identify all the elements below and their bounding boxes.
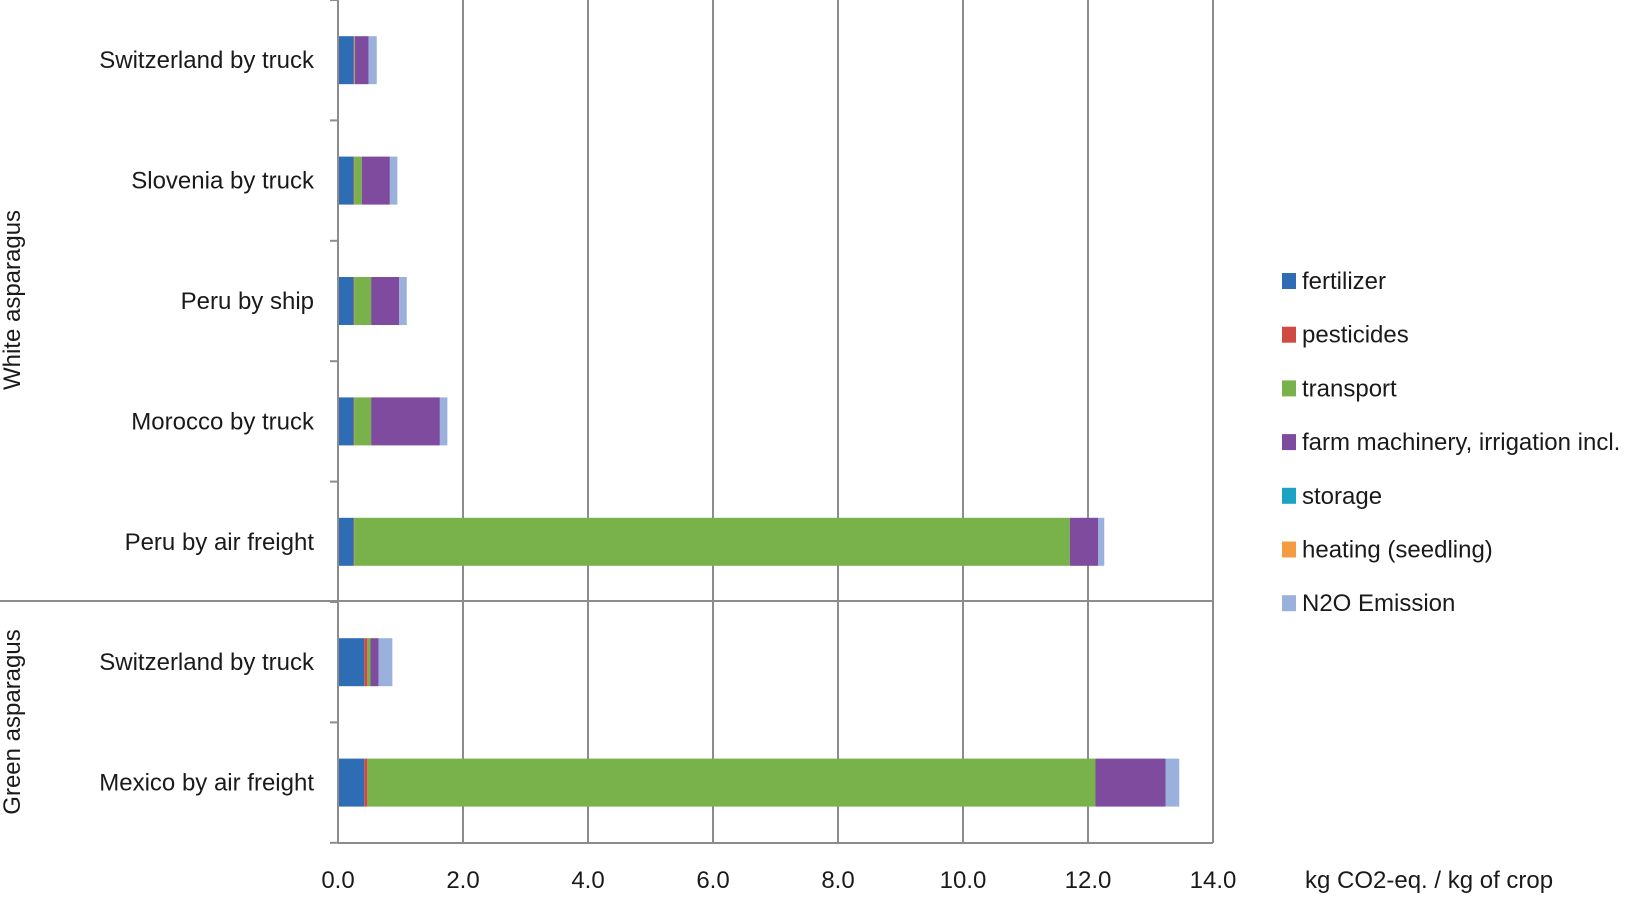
bar-segment (353, 397, 355, 446)
bar-segment (338, 517, 354, 566)
legend-label: fertilizer (1302, 268, 1386, 295)
x-tick-label: 12.0 (1065, 867, 1112, 894)
legend-item: transport (1282, 375, 1397, 402)
bar-segment (364, 758, 368, 807)
bar-segment (368, 36, 377, 85)
x-tick-label: 4.0 (571, 867, 604, 894)
group-labels: White asparagus Green asparagus (0, 210, 26, 815)
bar-segment (338, 156, 354, 205)
bar-segment (338, 638, 365, 687)
category-label: Slovenia by truck (131, 168, 315, 195)
bar-segment (371, 397, 440, 446)
group-label: White asparagus (0, 210, 26, 390)
x-tick-label: 14.0 (1190, 867, 1237, 894)
x-tick-label: 0.0 (321, 867, 354, 894)
legend-swatch (1282, 380, 1296, 397)
x-tick-label: 8.0 (821, 867, 854, 894)
category-label: Peru by ship (181, 288, 314, 315)
bar-segment (367, 638, 371, 687)
bar-segment (353, 36, 355, 85)
legend-item: N2O Emission (1282, 590, 1455, 617)
bar-segment (361, 156, 390, 205)
bar-segment (338, 277, 354, 325)
legend-item: storage (1282, 483, 1382, 510)
legend-swatch (1282, 487, 1296, 504)
category-label: Switzerland by truck (99, 47, 315, 74)
legend: fertilizer pesticides transport farm machin… (1282, 268, 1620, 617)
legend-swatch (1282, 434, 1296, 451)
legend-label: heating (seedling) (1302, 537, 1493, 564)
bar-segment (353, 156, 355, 205)
legend-item: farm machinery, irrigation incl. (1282, 429, 1620, 456)
bar-segment (378, 638, 393, 687)
legend-item: pesticides (1282, 322, 1409, 349)
legend-swatch (1282, 273, 1296, 289)
x-axis-title: kg CO2-eq. / kg of crop (1305, 867, 1553, 894)
bar-segment (389, 156, 398, 205)
bar-segment (1095, 758, 1166, 807)
bar-segment (354, 397, 372, 446)
legend-label: transport (1302, 375, 1397, 402)
legend-label: storage (1302, 483, 1382, 510)
legend-label: farm machinery, irrigation incl. (1302, 429, 1620, 456)
bar-segment (364, 638, 368, 687)
x-tick-label: 2.0 (446, 867, 479, 894)
bar-segment (354, 277, 372, 325)
bar-segment (371, 277, 400, 325)
axes (0, 0, 1213, 844)
legend-swatch (1282, 326, 1296, 343)
bars (338, 36, 1180, 807)
legend-item: heating (seedling) (1282, 537, 1493, 564)
category-labels: Switzerland by truck Slovenia by truck Per… (99, 47, 315, 796)
bar-segment (354, 156, 362, 205)
category-label: Mexico by air freight (99, 770, 314, 797)
category-label: Peru by air freight (125, 529, 315, 556)
legend-label: N2O Emission (1302, 590, 1455, 617)
legend-swatch (1282, 595, 1296, 612)
legend-item: fertilizer (1282, 268, 1386, 295)
bar-segment (354, 36, 355, 85)
group-label: Green asparagus (0, 629, 26, 814)
bar-segment (367, 758, 1096, 807)
x-tick-label: 10.0 (940, 867, 987, 894)
bar-segment (338, 758, 365, 807)
bar-segment (353, 517, 355, 566)
bar-segment (399, 277, 407, 325)
bar-segment (1098, 517, 1105, 566)
bar-segment (1165, 758, 1180, 807)
gridlines (462, 0, 1214, 843)
bar-segment (1069, 517, 1098, 566)
legend-label: pesticides (1302, 322, 1409, 349)
bar-segment (354, 36, 369, 85)
category-label: Morocco by truck (131, 408, 315, 435)
x-tick-label: 6.0 (696, 867, 729, 894)
category-label: Switzerland by truck (99, 649, 315, 676)
legend-swatch (1282, 541, 1296, 558)
x-tick-labels: 0.0 2.0 4.0 6.0 8.0 10.0 12.0 14.0 (321, 867, 1236, 894)
bar-segment (370, 638, 379, 687)
bar-segment (338, 36, 354, 85)
bar-segment (439, 397, 448, 446)
bar-segment (338, 397, 354, 446)
bar-segment (354, 517, 1070, 566)
bar-segment (353, 277, 355, 325)
